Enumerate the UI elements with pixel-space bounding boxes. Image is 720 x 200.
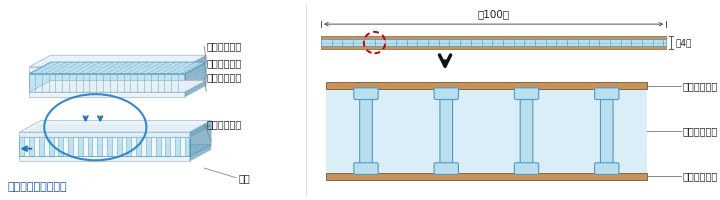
Text: フィルター材: フィルター材 [683, 81, 718, 91]
FancyBboxPatch shape [595, 163, 619, 174]
FancyBboxPatch shape [514, 88, 539, 100]
Bar [63, 137, 68, 156]
Polygon shape [30, 92, 185, 97]
Polygon shape [185, 55, 206, 73]
Polygon shape [19, 120, 211, 132]
FancyBboxPatch shape [360, 97, 372, 166]
Text: フィルター材: フィルター材 [206, 73, 241, 83]
Bar [321, 36, 667, 39]
Polygon shape [189, 125, 211, 156]
Bar [83, 137, 88, 156]
FancyBboxPatch shape [514, 163, 539, 174]
Polygon shape [19, 132, 189, 137]
Bar [326, 89, 647, 173]
Bar [141, 137, 146, 156]
FancyBboxPatch shape [600, 97, 613, 166]
Bar [326, 82, 647, 89]
Bar [102, 137, 107, 156]
Text: 約4㎜: 約4㎜ [675, 38, 691, 47]
Bar [122, 137, 127, 156]
Bar [92, 137, 97, 156]
FancyBboxPatch shape [434, 163, 459, 174]
FancyBboxPatch shape [434, 88, 459, 100]
Polygon shape [189, 120, 211, 137]
Bar [73, 137, 78, 156]
Bar [180, 137, 185, 156]
FancyBboxPatch shape [440, 97, 453, 166]
Polygon shape [30, 62, 206, 74]
Polygon shape [185, 62, 206, 92]
Text: 面内: 面内 [238, 173, 250, 183]
Bar [321, 39, 667, 46]
Bar [170, 137, 175, 156]
Text: フィルター材: フィルター材 [683, 171, 718, 181]
Polygon shape [19, 156, 189, 161]
Text: フィルター材: フィルター材 [206, 119, 241, 129]
Text: ドレーン芯材: ドレーン芯材 [683, 126, 718, 136]
FancyBboxPatch shape [354, 88, 378, 100]
Text: ドレーン芯体拡大図: ドレーン芯体拡大図 [8, 182, 68, 192]
Bar [44, 137, 49, 156]
FancyBboxPatch shape [354, 163, 378, 174]
Polygon shape [19, 125, 211, 137]
Bar [150, 137, 156, 156]
Polygon shape [30, 81, 206, 92]
Bar [131, 137, 136, 156]
Bar [53, 137, 58, 156]
Bar [326, 173, 647, 180]
Polygon shape [185, 81, 206, 97]
Bar [112, 137, 117, 156]
Text: ドレーン芯材: ドレーン芯材 [206, 58, 241, 68]
Polygon shape [19, 137, 189, 156]
Polygon shape [30, 74, 185, 92]
Bar [161, 137, 166, 156]
Polygon shape [30, 55, 206, 67]
FancyBboxPatch shape [521, 97, 533, 166]
Bar [321, 46, 667, 49]
Polygon shape [19, 145, 211, 156]
Bar [24, 137, 30, 156]
Polygon shape [189, 145, 211, 161]
FancyBboxPatch shape [595, 88, 619, 100]
Bar [34, 137, 39, 156]
Text: 約100㎜: 約100㎜ [477, 9, 510, 19]
Polygon shape [30, 67, 185, 73]
Text: フィルター材: フィルター材 [206, 41, 241, 51]
